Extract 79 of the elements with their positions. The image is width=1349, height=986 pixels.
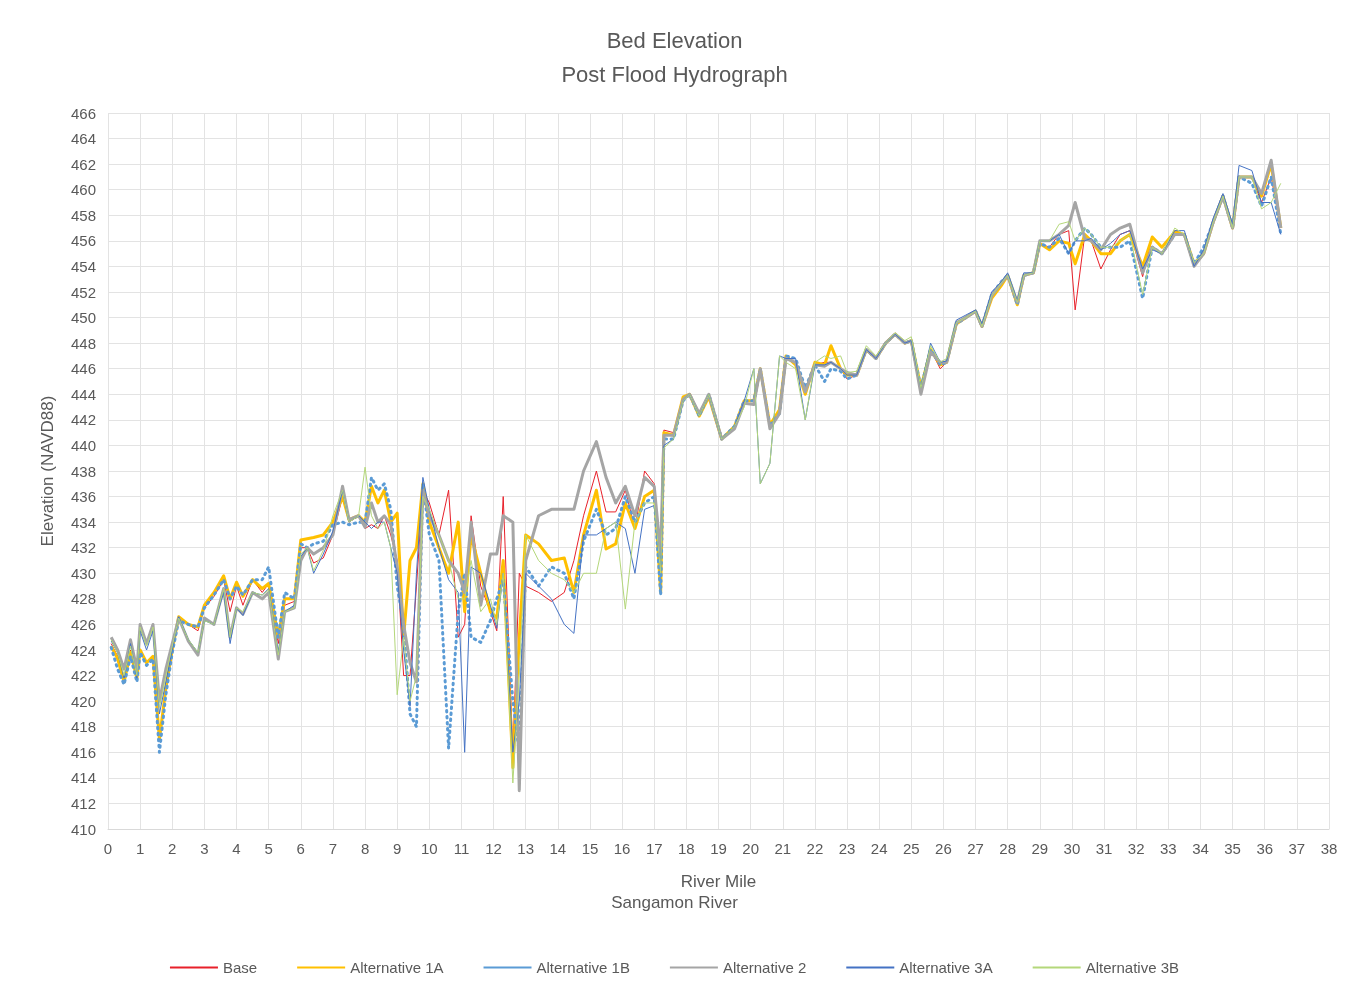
x-tick-label: 9	[393, 840, 402, 857]
y-tick-label: 442	[70, 411, 96, 429]
chart-title: Bed Elevation	[606, 27, 743, 53]
text: Sangamon River	[611, 893, 739, 912]
y-tick-label: 446	[70, 360, 96, 378]
x-tick-label: 10	[420, 840, 438, 857]
legend-label: Base	[222, 959, 258, 976]
y-tick-label: 440	[70, 436, 96, 454]
x-tick-label: 29	[1031, 840, 1049, 857]
legend-label: Alternative 1B	[536, 959, 630, 976]
x-tick-label: 7	[328, 840, 338, 857]
x-tick-label: 36	[1256, 840, 1274, 857]
x-tick-label: 38	[1320, 840, 1338, 857]
x-tick-label: 2	[168, 840, 177, 857]
x-tick-label: 17	[645, 840, 663, 857]
y-tick-label: 426	[70, 615, 96, 633]
y-tick-label: 420	[70, 692, 96, 710]
y-tick-label: 458	[70, 206, 96, 224]
x-tick-label: 31	[1095, 840, 1113, 857]
y-tick-label: 466	[70, 104, 96, 122]
x-tick-label: 23	[838, 840, 856, 857]
x-tick-label: 33	[1160, 840, 1177, 857]
x-tick-label: 3	[200, 840, 209, 857]
legend-label: Alternative 2	[722, 959, 807, 976]
y-tick-label: 436	[70, 488, 96, 506]
y-tick-label: 456	[70, 232, 96, 250]
x-tick-label: 20	[742, 840, 759, 857]
x-tick-label: 26	[935, 840, 952, 857]
y-tick-label: 434	[70, 513, 96, 531]
x-tick-label: 0	[103, 840, 113, 857]
x-axis-title: River Mile	[680, 872, 757, 891]
y-tick-label: 464	[70, 130, 96, 148]
y-tick-label: 454	[70, 257, 96, 275]
legend-label: Alternative 3B	[1085, 959, 1180, 976]
x-tick-label: 13	[517, 840, 535, 857]
y-tick-label: 428	[70, 590, 96, 608]
y-tick-label: 444	[70, 385, 96, 403]
y-tick-label: 448	[70, 334, 96, 352]
x-tick-label: 1	[135, 840, 145, 857]
x-tick-label: 35	[1224, 840, 1241, 857]
x-tick-label: 34	[1192, 840, 1209, 857]
y-tick-label: 430	[70, 564, 96, 582]
x-tick-label: 22	[806, 840, 824, 857]
y-tick-label: 414	[70, 769, 96, 787]
y-tick-label: 424	[70, 641, 96, 659]
x-tick-label: 24	[870, 840, 888, 857]
y-tick-label: 438	[70, 462, 96, 480]
y-tick-label: 422	[70, 667, 96, 685]
x-tick-label: 5	[264, 840, 273, 857]
y-tick-label: 460	[70, 181, 96, 199]
chart-subtitle: Post Flood Hydrograph	[561, 61, 788, 87]
y-tick-label: 462	[70, 155, 96, 173]
x-tick-label: 25	[902, 840, 920, 857]
x-tick-label: 4	[232, 840, 241, 857]
x-tick-label: 19	[710, 840, 727, 857]
legend-label: Alternative 3A	[899, 959, 993, 976]
x-tick-label: 15	[581, 840, 599, 857]
x-tick-label: 11	[453, 840, 470, 857]
y-tick-label: 412	[70, 794, 96, 812]
x-tick-label: 8	[360, 840, 370, 857]
y-tick-label: 410	[70, 820, 96, 838]
y-tick-label: 432	[70, 539, 96, 557]
x-tick-label: 28	[999, 840, 1017, 857]
x-tick-label: 12	[485, 840, 502, 857]
x-tick-label: 6	[296, 840, 305, 857]
x-tick-label: 16	[613, 840, 631, 857]
y-tick-label: 450	[70, 309, 96, 327]
y-axis-title: Elevation (NAVD88)	[38, 395, 57, 547]
legend-label: Alternative 1A	[350, 959, 444, 976]
x-tick-label: 37	[1288, 840, 1306, 857]
x-tick-label: 27	[967, 840, 984, 857]
x-tick-label: 32	[1127, 840, 1145, 857]
y-tick-label: 418	[70, 718, 96, 736]
y-tick-label: 416	[70, 743, 96, 761]
y-tick-label: 452	[70, 283, 96, 301]
x-tick-label: 14	[549, 840, 567, 857]
x-tick-label: 18	[678, 840, 695, 857]
x-tick-label: 30	[1063, 840, 1081, 857]
x-tick-label: 21	[774, 840, 792, 857]
